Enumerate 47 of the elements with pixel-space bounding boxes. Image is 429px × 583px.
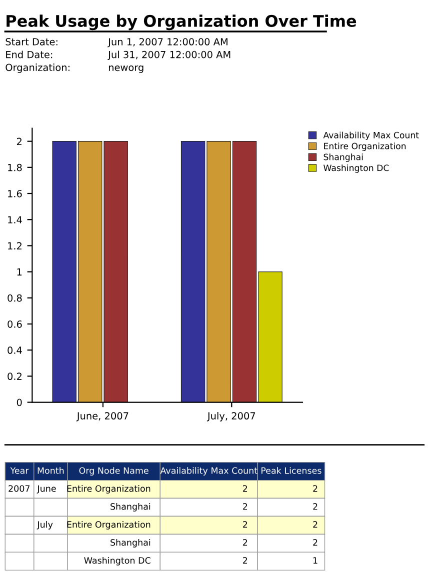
text: Washington DC xyxy=(84,556,150,566)
y-tick-label: 1.8 xyxy=(8,164,22,172)
text: Jul 31, 2007 12:00:00 AM xyxy=(108,50,230,60)
text: Start Date: xyxy=(6,38,58,46)
x-tick-label: June, 2007 xyxy=(76,412,128,422)
text: Shanghai xyxy=(110,538,150,548)
text: Year xyxy=(10,467,29,474)
text: 2 xyxy=(313,503,318,510)
y-tick-label: 2 xyxy=(16,138,22,145)
text: 2 xyxy=(242,503,248,510)
y-tick-label: 0.2 xyxy=(8,372,22,380)
chart-title: Peak Usage by Organization Over Time xyxy=(6,14,356,30)
text: neworg xyxy=(108,65,144,73)
legend-label: Shanghai xyxy=(324,154,363,162)
text: 2 xyxy=(242,539,248,546)
y-tick-label: 1 xyxy=(17,268,22,276)
text: 2 xyxy=(313,539,318,546)
y-tick-label: 0.8 xyxy=(8,294,22,302)
text: 2 xyxy=(313,485,318,492)
text: Shanghai xyxy=(110,503,150,512)
text: Availability Max Count xyxy=(160,467,258,476)
y-tick-label: 1.6 xyxy=(8,190,22,198)
text: Month xyxy=(38,467,64,474)
text: 2 xyxy=(242,521,248,528)
y-tick-label: 1.2 xyxy=(8,242,22,250)
text: July xyxy=(36,521,53,530)
text: Org Node Name xyxy=(79,467,148,476)
text: Entire Organization xyxy=(67,521,150,530)
text: 2007 xyxy=(8,485,30,492)
text: Jun 1, 2007 12:00:00 AM xyxy=(108,38,228,48)
text: 2 xyxy=(242,557,248,564)
text: Peak Licenses xyxy=(262,467,322,474)
y-tick-label: 0.6 xyxy=(8,320,22,328)
text: End Date: xyxy=(6,50,52,58)
text: June xyxy=(36,485,56,494)
text: Organization: xyxy=(6,64,70,73)
y-tick-label: 1.4 xyxy=(8,216,22,224)
text: Entire Organization xyxy=(67,485,150,494)
text: 2 xyxy=(313,521,318,528)
x-tick-label: July, 2007 xyxy=(206,412,256,422)
legend-label: Washington DC xyxy=(324,164,389,173)
legend-label: Availability Max Count xyxy=(323,132,419,140)
text: 1 xyxy=(313,557,318,564)
y-tick-label: 0 xyxy=(16,398,22,406)
text: 2 xyxy=(242,485,248,492)
y-tick-label: 0.4 xyxy=(8,346,22,354)
legend-label: Entire Organization xyxy=(324,142,406,151)
